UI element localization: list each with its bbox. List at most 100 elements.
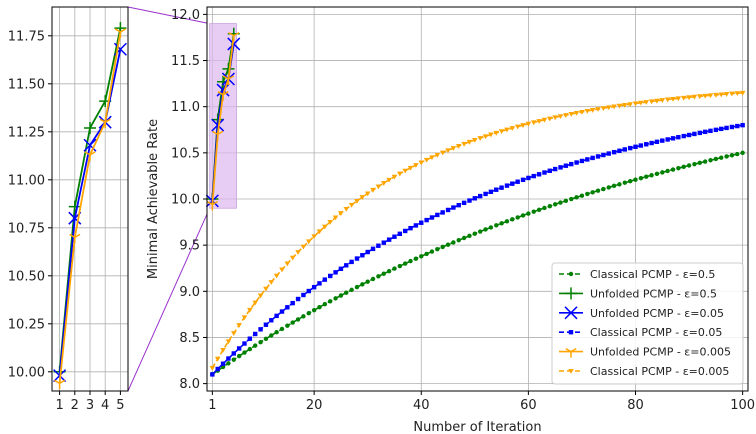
main-x-tick-label: 20: [306, 398, 323, 413]
data-point: [360, 282, 365, 287]
data-point: [611, 183, 617, 189]
data-point: [419, 254, 424, 259]
data-point: [284, 261, 291, 267]
data-point: [285, 323, 290, 328]
data-point: [279, 309, 285, 314]
data-point: [660, 138, 665, 143]
data-point: [477, 229, 483, 234]
data-point: [638, 100, 644, 106]
data-point: [440, 210, 445, 215]
data-point: [285, 305, 290, 310]
data-point: [397, 263, 403, 269]
data-point: [461, 200, 467, 206]
data-point: [289, 255, 296, 261]
data-point: [735, 123, 740, 129]
data-point: [225, 339, 232, 345]
data-point: [423, 157, 430, 163]
data-point: [692, 161, 697, 167]
data-point: [520, 123, 526, 128]
data-point: [274, 313, 279, 319]
main-y-tick-label: 10.0: [171, 193, 200, 208]
data-point: [542, 170, 547, 175]
data-point: [740, 122, 745, 128]
data-point: [611, 149, 617, 155]
data-point: [707, 93, 714, 99]
data-point: [227, 37, 241, 51]
inset-x-tick-label: 2: [71, 398, 79, 413]
data-point: [381, 271, 386, 276]
data-point: [461, 141, 467, 147]
data-point: [504, 219, 510, 224]
data-point: [644, 142, 649, 147]
data-point: [611, 104, 617, 110]
data-point: [445, 148, 451, 154]
data-point: [253, 343, 258, 348]
data-point: [729, 153, 735, 158]
data-point: [365, 279, 370, 284]
data-point: [622, 180, 628, 185]
data-point: [648, 99, 655, 105]
data-point: [589, 108, 596, 113]
data-point: [654, 171, 660, 177]
data-point: [574, 160, 579, 165]
data-point: [295, 250, 301, 255]
data-point: [456, 202, 461, 208]
data-point: [344, 290, 349, 295]
data-point: [252, 300, 259, 306]
data-point: [526, 211, 531, 216]
data-point: [514, 124, 521, 130]
data-point: [258, 340, 263, 345]
data-point: [391, 174, 398, 180]
data-point: [493, 130, 500, 136]
inset-zoom-chart: 1 2 3 4 5 10.00 10.25 10.50 10.75 11.00 11.25 11.50…: [8, 6, 129, 413]
data-point: [214, 356, 221, 362]
inset-y-tick-label: 10.50: [8, 269, 45, 284]
data-point: [536, 119, 542, 124]
main-x-tick-label: 80: [627, 398, 644, 413]
data-point: [547, 203, 553, 209]
inset-y-tick-label: 11.25: [8, 125, 45, 140]
data-point: [552, 115, 558, 121]
data-point: [359, 195, 366, 200]
data-point: [585, 191, 590, 197]
data-point: [563, 113, 569, 118]
legend-marker: [565, 287, 577, 300]
main-y-tick-label: 9.5: [179, 239, 200, 254]
data-point: [708, 128, 713, 134]
legend-entry-4: Unfolded PCMP - ε=0.005: [559, 346, 731, 359]
data-point: [557, 114, 564, 120]
legend: Classical PCMP - ε=0.5 Unfolded PCMP - ε=…: [551, 262, 744, 385]
data-point: [664, 97, 671, 103]
data-point: [654, 139, 660, 145]
data-point: [729, 124, 735, 130]
data-point: [723, 92, 730, 97]
data-point: [579, 109, 585, 115]
data-point: [601, 152, 606, 158]
data-point: [300, 244, 307, 250]
data-point: [343, 206, 350, 212]
data-point: [691, 94, 698, 100]
main-y-tick-label: 8.5: [179, 331, 200, 346]
data-point: [413, 256, 419, 261]
data-point: [306, 311, 311, 316]
data-point: [724, 154, 729, 159]
data-point: [418, 160, 425, 166]
legend-label: Classical PCMP - ε=0.005: [590, 365, 729, 378]
zoom-connector-lines: [127, 6, 211, 392]
data-point: [681, 133, 686, 139]
data-point: [729, 91, 735, 97]
inset-data-point: [84, 151, 96, 161]
data-point: [408, 225, 413, 231]
data-point: [467, 198, 472, 203]
data-point: [317, 304, 322, 310]
data-point: [595, 188, 601, 193]
inset-x-tick-label: 3: [86, 398, 94, 413]
data-point: [445, 207, 451, 213]
data-point: [697, 130, 702, 136]
data-point: [424, 217, 429, 223]
x-axis-label: Number of Iteration: [413, 420, 541, 434]
data-point: [638, 175, 644, 181]
inset-x-tick-label: 4: [101, 398, 109, 413]
data-point: [311, 284, 317, 290]
